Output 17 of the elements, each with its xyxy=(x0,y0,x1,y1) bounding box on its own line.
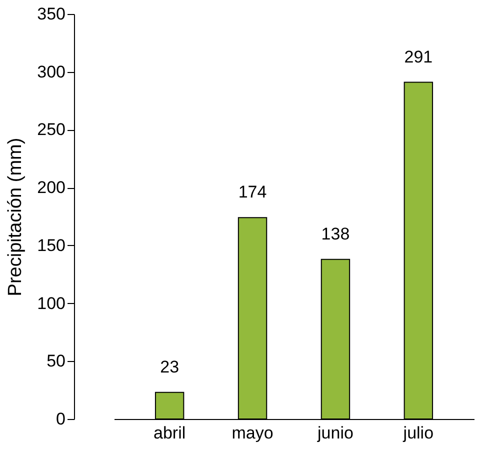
y-tick-label: 300 xyxy=(37,62,66,82)
data-label: 291 xyxy=(404,47,433,66)
y-tick-label: 250 xyxy=(37,120,66,140)
data-label: 174 xyxy=(238,182,267,202)
y-tick-label: 150 xyxy=(37,236,66,255)
y-axis-title: Precipitación (mm) xyxy=(5,138,26,296)
x-tick-label: abril xyxy=(154,424,186,442)
y-tick-label: 200 xyxy=(37,178,66,198)
x-tick-label: julio xyxy=(402,424,434,442)
y-tick-label: 50 xyxy=(46,352,66,371)
data-label: 138 xyxy=(321,224,350,244)
data-label: 23 xyxy=(160,357,180,376)
y-tick-label: 0 xyxy=(56,410,66,428)
x-tick-label: mayo xyxy=(232,424,274,442)
y-tick-label: 350 xyxy=(37,4,66,24)
x-tick-label: junio xyxy=(316,424,354,442)
y-tick-label: 100 xyxy=(37,294,66,313)
